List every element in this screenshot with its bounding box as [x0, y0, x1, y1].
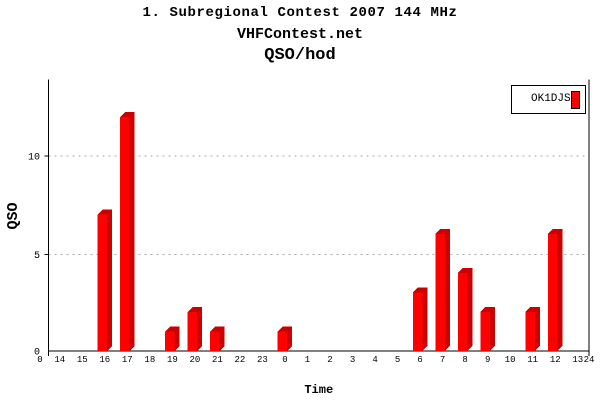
- svg-text:17: 17: [122, 355, 133, 365]
- svg-text:11: 11: [527, 355, 538, 365]
- svg-text:2: 2: [327, 355, 332, 365]
- svg-text:20: 20: [189, 355, 200, 365]
- svg-text:5: 5: [34, 251, 40, 262]
- svg-text:21: 21: [212, 355, 223, 365]
- svg-text:22: 22: [235, 355, 246, 365]
- svg-text:18: 18: [144, 355, 155, 365]
- svg-text:7: 7: [440, 355, 445, 365]
- svg-text:16: 16: [99, 355, 110, 365]
- svg-text:0: 0: [282, 355, 287, 365]
- svg-text:23: 23: [257, 355, 268, 365]
- svg-text:14: 14: [54, 355, 65, 365]
- svg-text:0: 0: [37, 355, 42, 365]
- svg-text:10: 10: [28, 153, 40, 164]
- svg-text:6: 6: [417, 355, 422, 365]
- svg-text:1: 1: [305, 355, 310, 365]
- svg-text:24: 24: [584, 355, 595, 365]
- svg-text:3: 3: [350, 355, 355, 365]
- svg-text:10: 10: [505, 355, 516, 365]
- svg-text:13: 13: [572, 355, 583, 365]
- svg-text:15: 15: [77, 355, 88, 365]
- svg-text:19: 19: [167, 355, 178, 365]
- svg-text:4: 4: [372, 355, 377, 365]
- svg-text:12: 12: [550, 355, 561, 365]
- svg-text:8: 8: [462, 355, 467, 365]
- svg-text:9: 9: [485, 355, 490, 365]
- svg-text:5: 5: [395, 355, 400, 365]
